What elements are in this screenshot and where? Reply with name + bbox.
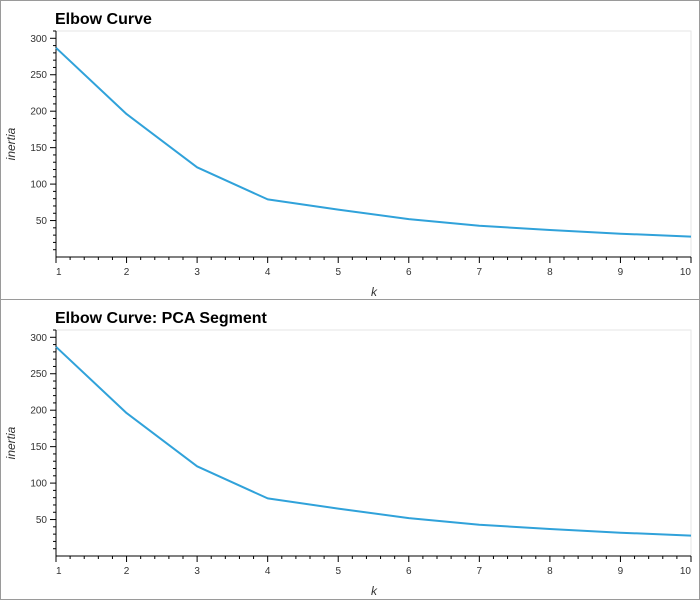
y-tick-label: 150 xyxy=(30,442,47,453)
chart-title: Elbow Curve: PCA Segment xyxy=(55,310,268,327)
x-tick-label: 3 xyxy=(194,566,200,577)
x-tick-label: 2 xyxy=(124,267,130,278)
plot-area xyxy=(55,329,692,557)
y-tick-label: 250 xyxy=(30,369,47,380)
y-tick-label: 100 xyxy=(30,479,47,490)
y-axis-label: inertia xyxy=(4,127,18,160)
x-tick-label: 9 xyxy=(618,566,624,577)
x-tick-label: 3 xyxy=(194,267,200,278)
x-tick-label: 9 xyxy=(618,267,624,278)
x-tick-label: 5 xyxy=(335,267,341,278)
x-tick-label: 8 xyxy=(547,566,553,577)
x-tick-label: 7 xyxy=(477,267,483,278)
y-tick-label: 300 xyxy=(30,34,47,45)
y-tick-label: 50 xyxy=(36,515,48,526)
chart-panel-elbow-curve: Elbow Curve k inertia 1 2 3 4 5 6 7 8 9 10 50 100 15… xyxy=(0,0,700,300)
chart-title: Elbow Curve xyxy=(55,11,152,28)
x-tick-label: 6 xyxy=(406,566,412,577)
x-tick-label: 6 xyxy=(406,267,412,278)
x-tick-label: 2 xyxy=(124,566,130,577)
y-tick-label: 50 xyxy=(36,216,48,227)
plot-area xyxy=(55,30,692,258)
y-tick-label: 200 xyxy=(30,107,47,118)
x-axis-label: k xyxy=(371,285,378,299)
y-tick-label: 300 xyxy=(30,333,47,344)
x-tick-label: 10 xyxy=(680,267,692,278)
chart-panel-pca-segment: Elbow Curve: PCA Segment k inertia 1 2 3 4 5… xyxy=(0,300,700,600)
x-tick-label: 5 xyxy=(335,566,341,577)
x-tick-label: 8 xyxy=(547,267,553,278)
pca-segment-chart: Elbow Curve: PCA Segment k inertia 1 2 3 4 5… xyxy=(4,310,692,598)
x-tick-label: 1 xyxy=(56,566,62,577)
series-line xyxy=(55,47,692,238)
y-axis-label: inertia xyxy=(4,426,18,459)
y-tick-label: 250 xyxy=(30,70,47,81)
x-tick-label: 7 xyxy=(477,566,483,577)
elbow-curve-chart: Elbow Curve k inertia 1 2 3 4 5 6 7 8 9 10 50 100 15… xyxy=(4,11,692,299)
series-line xyxy=(55,346,692,537)
y-tick-label: 150 xyxy=(30,143,47,154)
y-tick-label: 200 xyxy=(30,406,47,417)
x-tick-label: 1 xyxy=(56,267,62,278)
x-tick-label: 10 xyxy=(680,566,692,577)
x-tick-label: 4 xyxy=(265,566,271,577)
x-tick-label: 4 xyxy=(265,267,271,278)
x-axis-label: k xyxy=(371,584,378,598)
y-tick-label: 100 xyxy=(30,180,47,191)
